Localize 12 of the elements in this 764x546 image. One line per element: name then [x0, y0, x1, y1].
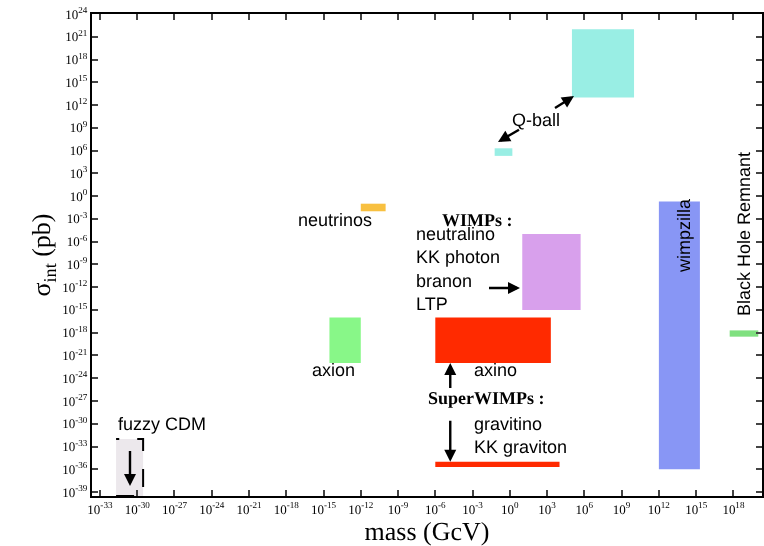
annotation: fuzzy CDM [118, 414, 207, 434]
annotation: SuperWIMPs : [428, 388, 545, 408]
annotation: axion [312, 360, 356, 380]
annotation: wimpzilla [674, 198, 694, 274]
annotation: WIMPs : [442, 210, 513, 230]
annotation: neutralino KK photon branon LTP [416, 224, 501, 315]
annotation: Black Hole Remnant [734, 150, 754, 316]
annotation: gravitino KK graviton [474, 414, 568, 458]
annotation: Q-ball [512, 110, 561, 130]
x-axis-title: mass (GcV) [364, 516, 490, 546]
annotation: neutrinos [298, 210, 374, 230]
annotation: axino [474, 360, 518, 380]
